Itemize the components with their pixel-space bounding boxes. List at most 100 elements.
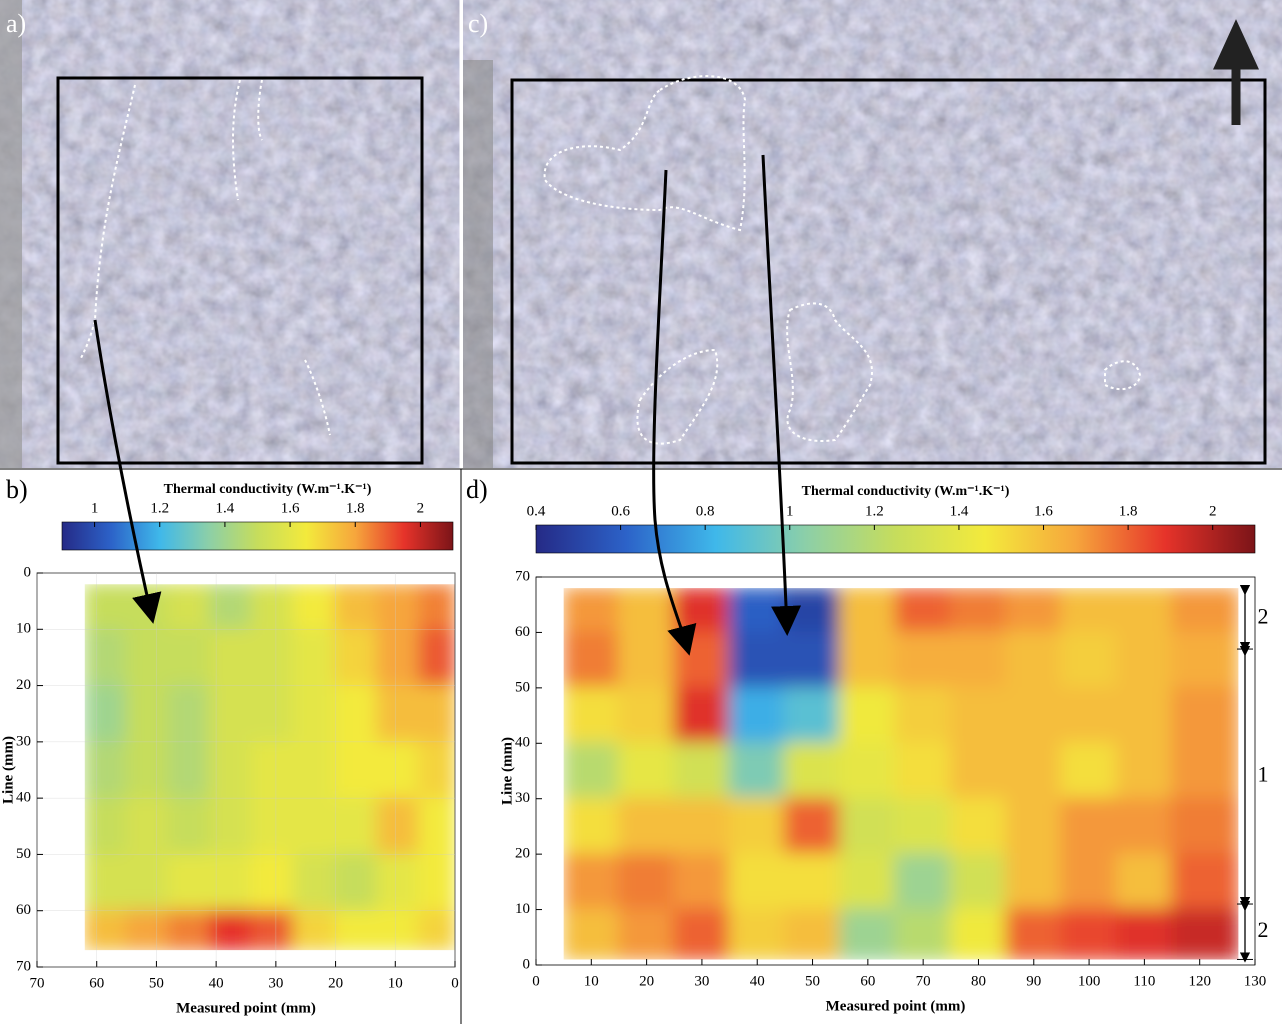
x-tick-label: 70	[30, 975, 45, 991]
heatmap-cell	[1060, 631, 1118, 689]
heatmap-cell	[783, 797, 842, 856]
photo-edge	[463, 60, 493, 468]
colorbar-tick-label: 1.2	[865, 503, 884, 519]
heatmap-cell	[167, 628, 212, 687]
heatmap-cell	[563, 631, 620, 689]
colorbar-tick-label: 2	[417, 500, 425, 516]
heatmap-blur	[563, 588, 1239, 960]
heatmap-cell	[250, 740, 295, 800]
y-tick-label: 0	[523, 956, 531, 972]
heatmap-cell	[894, 853, 952, 911]
y-tick-label: 30	[16, 733, 31, 749]
y-tick-label: 10	[515, 901, 530, 917]
heatmap-cell	[125, 909, 170, 951]
heatmap-cell	[125, 628, 170, 687]
heatmap-cell	[728, 686, 786, 745]
heatmap-cell	[617, 588, 676, 634]
heatmap-cell	[209, 684, 253, 743]
heatmap-cell	[125, 684, 170, 743]
heatmap-cell	[1060, 742, 1118, 800]
colorbar-tick-label: 1.6	[1034, 503, 1053, 519]
heatmap-cell	[334, 853, 379, 912]
heatmap-cell	[167, 853, 212, 912]
heatmap-cell	[292, 909, 337, 951]
heatmap-cell	[839, 686, 897, 745]
heatmap-cell	[728, 908, 786, 960]
heatmap-cell	[209, 853, 253, 912]
heatmap-cell	[1005, 797, 1063, 856]
heatmap-cell	[839, 853, 897, 911]
heatmap-cell	[949, 742, 1008, 800]
x-tick-label: 40	[750, 973, 765, 989]
colorbar-tick-label: 1.4	[950, 503, 969, 519]
heatmap-cell	[783, 742, 842, 800]
heatmap-cell	[563, 686, 620, 745]
heatmap-cell	[617, 908, 676, 960]
heatmap-cell	[334, 797, 379, 856]
heatmap-cell	[418, 684, 456, 743]
plot-frame	[535, 576, 1256, 966]
x-tick-label: 80	[971, 973, 986, 989]
x-tick-label: 90	[1026, 973, 1041, 989]
heatmap-cell	[783, 853, 842, 911]
heatmap-cell	[167, 740, 212, 800]
heatmap-cell	[418, 909, 456, 951]
heatmap-cell	[563, 908, 620, 960]
heatmap-blur	[84, 584, 456, 951]
heatmap-cell	[84, 909, 128, 951]
colorbar-tick-label: 1	[786, 503, 794, 519]
heatmap-cell	[418, 584, 456, 631]
heatmap-cell	[292, 684, 337, 743]
y-tick-label: 70	[515, 568, 530, 584]
heatmap-cell	[292, 797, 337, 856]
heatmap-cell	[376, 853, 421, 912]
heatmap-cell	[334, 684, 379, 743]
heatmap-cell	[894, 588, 952, 634]
heatmap-cell	[1115, 908, 1174, 960]
x-tick-label: 0	[451, 975, 459, 991]
x-tick-label: 100	[1078, 973, 1101, 989]
heatmap-cell	[376, 584, 421, 631]
heatmap-cell	[1171, 631, 1239, 689]
zone-label: 1	[1258, 762, 1269, 787]
heatmap-cell	[728, 797, 786, 856]
colorbar-tick-label: 1	[91, 500, 99, 516]
heatmap-cell	[1115, 853, 1174, 911]
heatmap-cell	[1005, 908, 1063, 960]
heatmap-cell	[1005, 631, 1063, 689]
heatmap-cell	[728, 588, 786, 634]
heatmap-cell	[167, 797, 212, 856]
heatmap-cell	[84, 584, 128, 631]
photo-edge	[0, 0, 22, 468]
colorbar-tick-label: 1.2	[150, 500, 169, 516]
heatmap-panel: d) Thermal conductivity (W.m⁻¹.K⁻¹) 0.4 0.6…	[466, 475, 1269, 1014]
heatmap-cell	[783, 908, 842, 960]
heatmap-cell	[728, 742, 786, 800]
x-tick-label: 50	[805, 973, 820, 989]
heatmap-cell	[418, 628, 456, 687]
heatmap-cell	[949, 588, 1008, 634]
heatmap-cell	[1115, 797, 1174, 856]
y-tick-label: 40	[515, 735, 530, 751]
heatmap-cell	[1115, 631, 1174, 689]
heatmap-cell	[167, 909, 212, 951]
heatmap-cell	[292, 628, 337, 687]
heatmap-cell	[783, 686, 842, 745]
panel-label: a)	[6, 9, 26, 38]
x-tick-label: 40	[209, 975, 224, 991]
x-tick-label: 60	[89, 975, 104, 991]
heatmap-cell	[376, 797, 421, 856]
y-tick-label: 60	[16, 902, 31, 918]
photo-a	[0, 0, 460, 468]
colorbar	[535, 524, 1256, 554]
heatmap-cell	[563, 588, 620, 634]
heatmap-cell	[1060, 853, 1118, 911]
heatmap-cell	[292, 584, 337, 631]
heatmap-cell	[376, 684, 421, 743]
heatmap-cell	[1060, 908, 1118, 960]
heatmap-cell	[1171, 853, 1239, 911]
x-tick-label: 70	[916, 973, 931, 989]
charts: b) Thermal conductivity (W.m⁻¹.K⁻¹) 1 1.2 1.…	[0, 475, 1268, 1016]
x-tick-label: 20	[639, 973, 654, 989]
heatmap-cell	[250, 584, 295, 631]
